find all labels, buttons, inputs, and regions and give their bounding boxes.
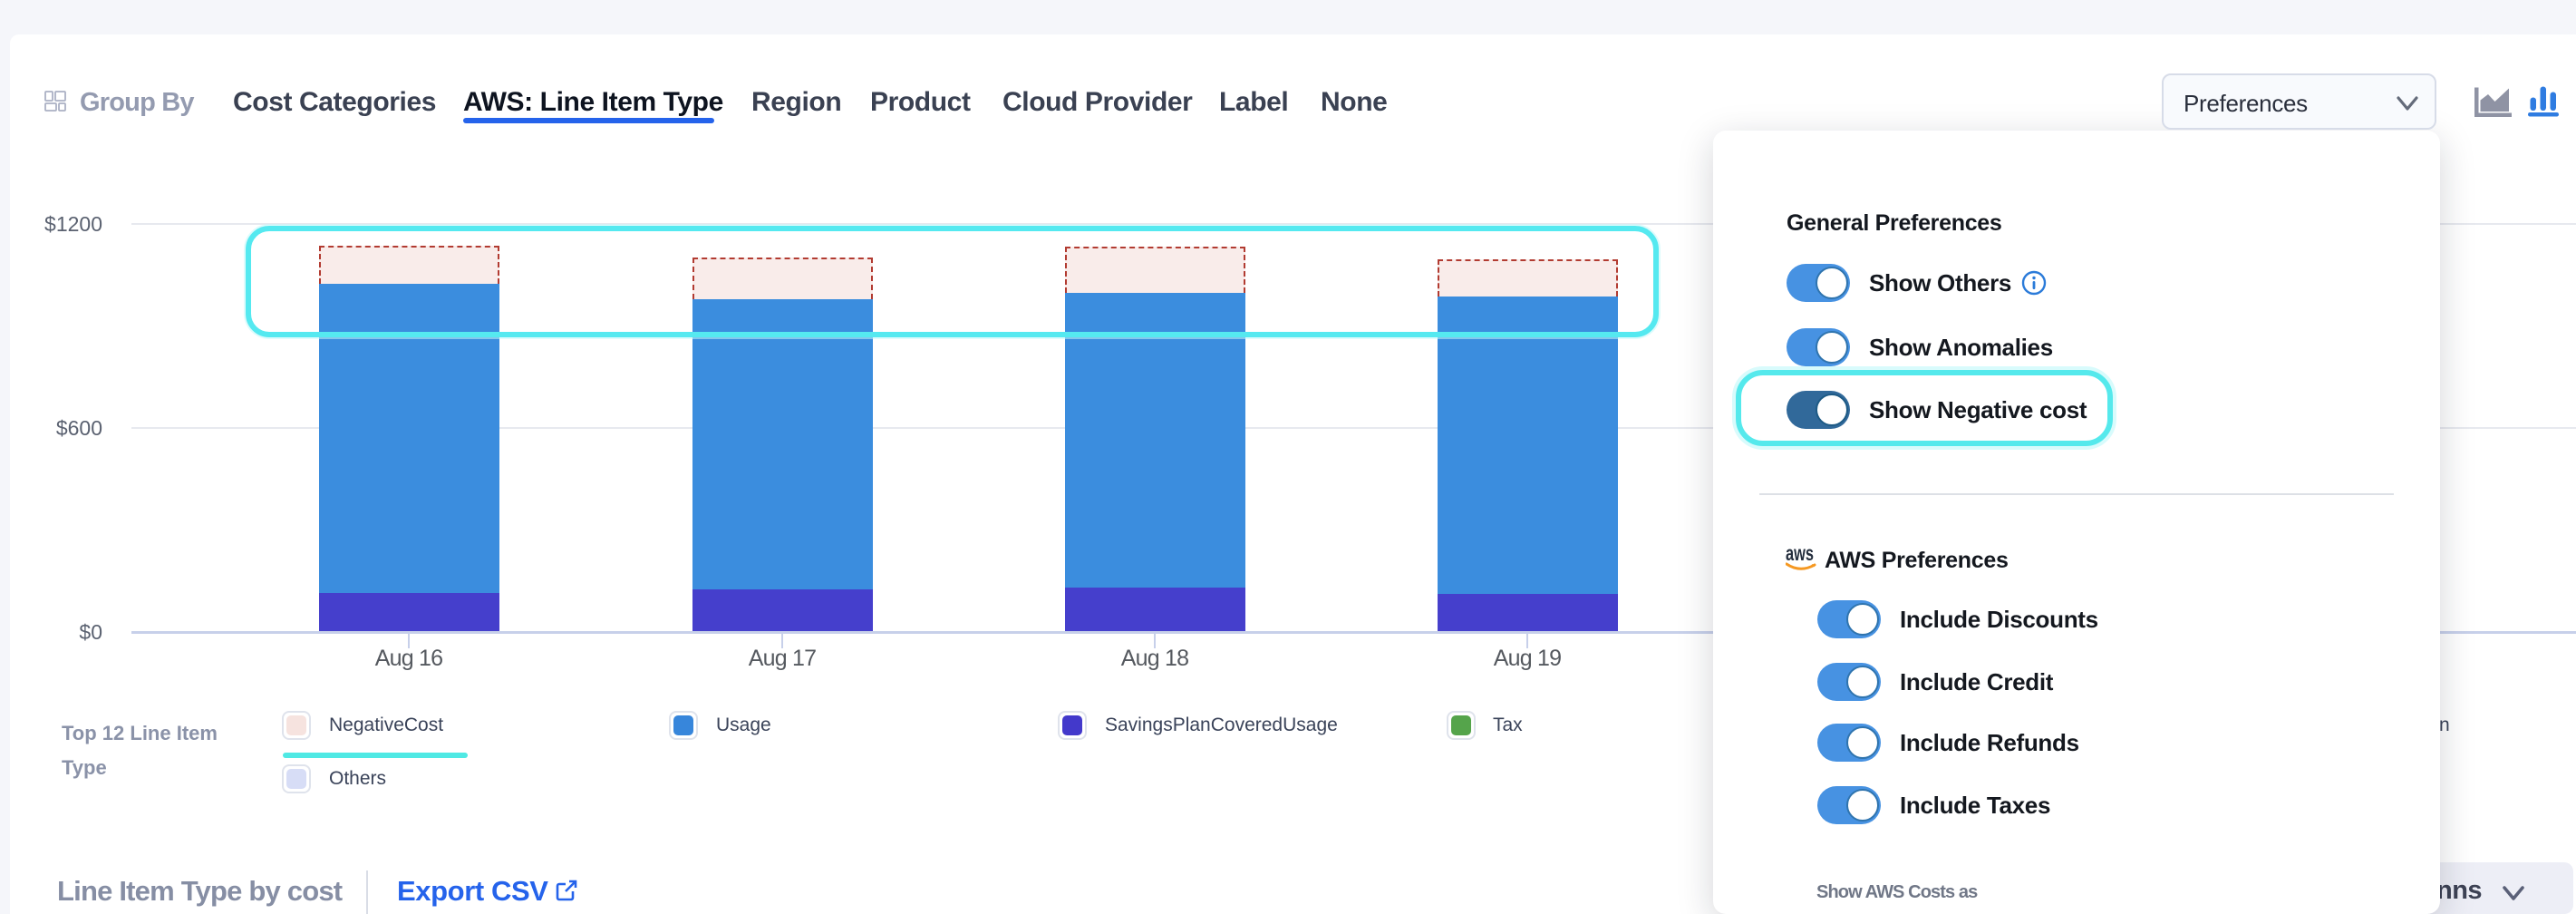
svg-text:aws: aws: [1786, 544, 1814, 565]
